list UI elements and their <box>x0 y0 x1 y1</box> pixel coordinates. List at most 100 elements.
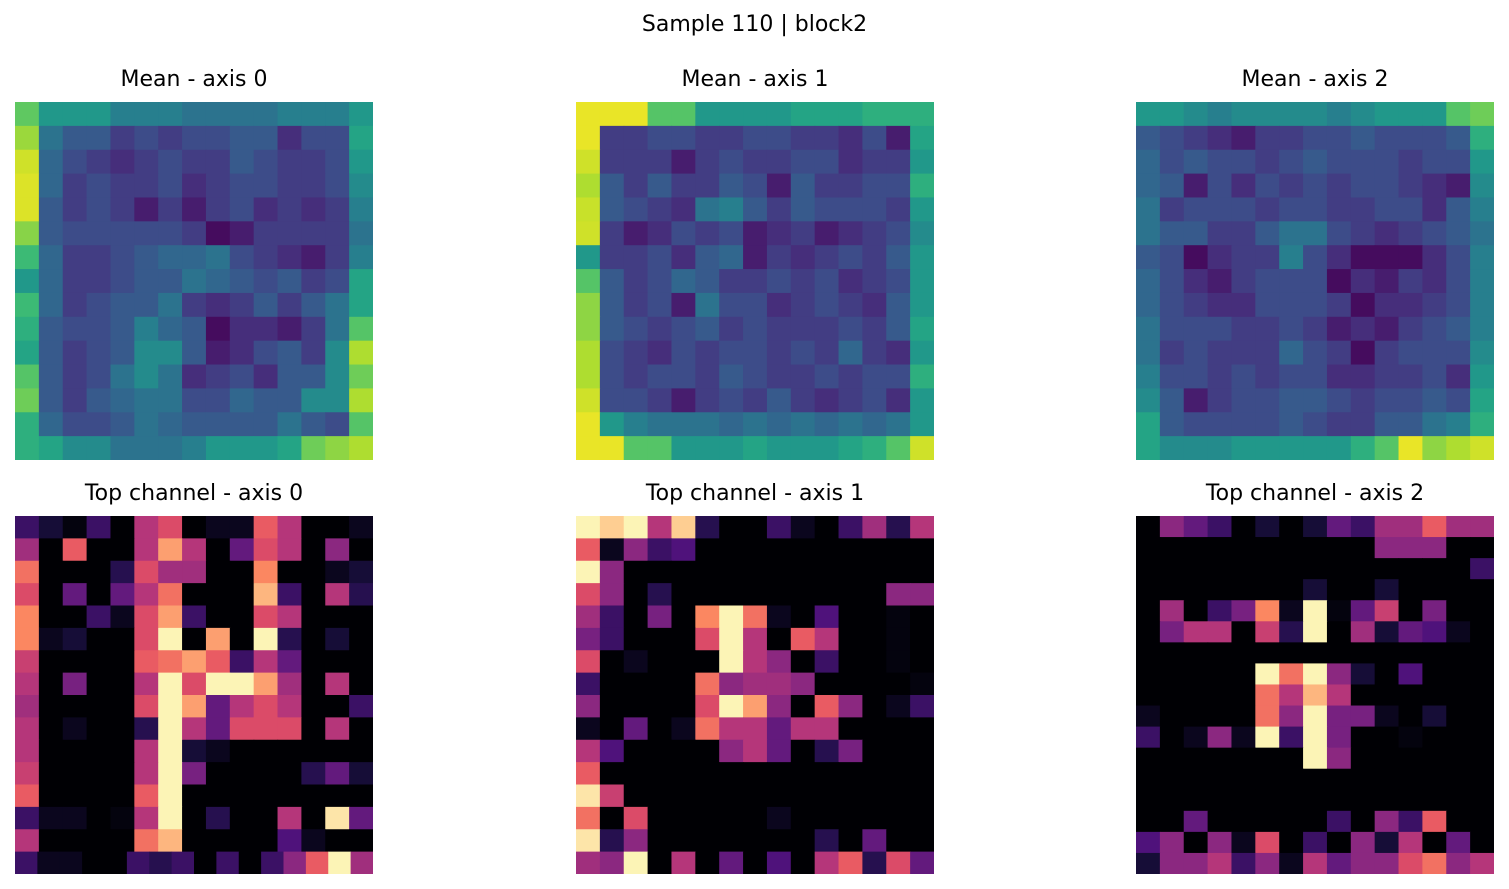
heatmap-cell <box>1398 292 1423 318</box>
heatmap-cell <box>790 627 816 651</box>
heatmap-cell <box>576 149 601 175</box>
heatmap-cell <box>1446 579 1471 601</box>
heatmap-cell <box>1136 516 1161 538</box>
heatmap-cell <box>205 245 231 270</box>
heatmap-cell <box>790 102 816 127</box>
heatmap-cell <box>766 627 792 651</box>
heatmap-cell <box>790 784 816 808</box>
heatmap-cell <box>182 149 207 175</box>
heatmap-cell <box>277 245 302 270</box>
heatmap-cell <box>1422 245 1447 270</box>
heatmap-cell <box>719 316 744 342</box>
heatmap-cell <box>695 851 720 874</box>
heatmap-cell <box>814 851 840 874</box>
heatmap-cell <box>1350 221 1376 246</box>
heatmap-cell <box>1183 125 1209 151</box>
heatmap-cell <box>1374 292 1400 318</box>
heatmap-cell <box>814 340 840 366</box>
heatmap-cell <box>349 739 373 763</box>
heatmap-cell <box>910 672 934 696</box>
heatmap-cell <box>695 292 720 318</box>
heatmap-cell <box>790 695 816 718</box>
heatmap-cell <box>1350 340 1376 366</box>
heatmap-cell <box>862 245 887 270</box>
heatmap-cell <box>1159 149 1185 175</box>
heatmap-cell <box>1422 125 1447 151</box>
heatmap-cell <box>325 695 350 718</box>
heatmap-cell <box>886 173 911 199</box>
heatmap-cell <box>743 316 768 342</box>
heatmap-cell <box>205 221 231 246</box>
heatmap-cell <box>790 316 816 342</box>
heatmap-cell <box>1279 621 1304 643</box>
heatmap-cell <box>910 538 934 562</box>
heatmap-cell <box>86 583 112 607</box>
heatmap-cell <box>86 364 112 389</box>
heatmap-cell <box>862 650 887 674</box>
heatmap-cell <box>862 412 887 437</box>
heatmap-cell <box>671 717 696 741</box>
heatmap-cell <box>838 340 863 366</box>
heatmap-cell <box>623 739 649 763</box>
heatmap-cell <box>15 538 40 562</box>
heatmap-cell <box>229 197 255 222</box>
heatmap-cell <box>229 436 255 460</box>
heatmap-cell <box>647 672 673 696</box>
heatmap-cell <box>576 173 601 199</box>
heatmap-cell <box>1136 412 1161 437</box>
heatmap-cell <box>1422 197 1447 222</box>
heatmap-cell <box>1231 642 1256 665</box>
heatmap-cell <box>790 340 816 366</box>
heatmap-cell <box>1207 436 1233 460</box>
heatmap-cell <box>38 762 64 786</box>
heatmap-cell <box>1374 269 1400 294</box>
heatmap-cell <box>1326 726 1352 749</box>
heatmap-cell <box>910 627 934 651</box>
heatmap-cell <box>910 806 934 830</box>
heatmap-cell <box>134 605 159 629</box>
heatmap-cell <box>743 538 768 562</box>
heatmap-cell <box>1446 726 1471 749</box>
heatmap-cell <box>719 672 744 696</box>
heatmap-cell <box>182 650 207 674</box>
heatmap-cell <box>886 197 911 222</box>
heatmap-cell <box>766 829 792 853</box>
heatmap-cell <box>349 436 373 460</box>
heatmap-cell <box>158 695 183 718</box>
heatmap-cell <box>1446 789 1471 812</box>
heatmap-cell <box>134 516 159 539</box>
heatmap-cell <box>277 762 302 786</box>
heatmap-cell <box>838 388 863 413</box>
heatmap-cell <box>1279 537 1304 559</box>
heatmap-cell <box>910 125 934 151</box>
heatmap-cell <box>349 672 373 696</box>
heatmap-cell <box>15 739 40 763</box>
heatmap-cell <box>238 851 262 874</box>
heatmap-cell <box>1350 537 1376 559</box>
heatmap-cell <box>647 762 673 786</box>
heatmap-cell <box>229 627 255 651</box>
heatmap-cell <box>1303 364 1328 389</box>
heatmap-cell <box>1279 579 1304 601</box>
heatmap-cell <box>599 102 625 127</box>
heatmap-cell <box>15 717 40 741</box>
heatmap-cell <box>838 149 863 175</box>
heatmap-cell <box>253 583 279 607</box>
heatmap-cell <box>229 364 255 389</box>
heatmap-cell <box>599 717 625 741</box>
heatmap-cell <box>1303 149 1328 175</box>
heatmap-cell <box>110 695 135 718</box>
heatmap-cell <box>38 388 64 413</box>
heatmap-cell <box>1470 516 1494 538</box>
heatmap-cell <box>910 292 934 318</box>
heatmap-cell <box>1374 768 1400 791</box>
heatmap-cell <box>599 245 625 270</box>
heatmap-cell <box>1279 269 1304 294</box>
heatmap-cell <box>110 516 135 539</box>
heatmap-cell <box>38 102 64 127</box>
heatmap-cell <box>599 583 625 607</box>
heatmap-cell <box>38 197 64 222</box>
heatmap-cell <box>1374 102 1400 127</box>
heatmap-cell <box>719 436 744 460</box>
heatmap-cell <box>301 292 326 318</box>
